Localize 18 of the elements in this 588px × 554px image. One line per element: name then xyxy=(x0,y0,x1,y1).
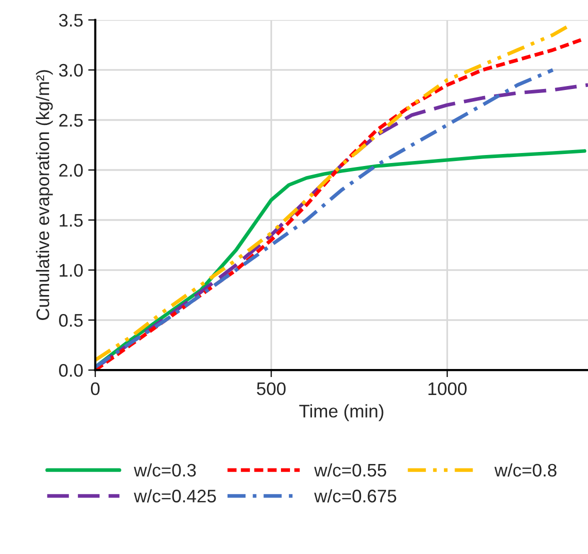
legend-label: w/c=0.3 xyxy=(134,463,196,477)
legend-label: w/c=0.8 xyxy=(494,463,556,477)
y-axis-title: Cumulative evaporation (kg/m²) xyxy=(36,70,53,320)
x-tick-label: 1000 xyxy=(428,382,467,396)
y-tick-label: 1.0 xyxy=(60,264,83,277)
x-tick-label: 500 xyxy=(256,382,286,396)
legend-label: w/c=0.675 xyxy=(314,489,396,502)
y-tick-label: 1.5 xyxy=(60,214,83,227)
y-tick-label: 0.0 xyxy=(59,364,83,377)
x-tick-label: 0 xyxy=(90,382,100,396)
legend-label: w/c=0.425 xyxy=(134,489,216,502)
legend-label: w/c=0.55 xyxy=(314,463,386,477)
x-axis-title: Time (min) xyxy=(299,404,384,422)
y-tick-label: 3.0 xyxy=(59,64,83,77)
y-tick-label: 2.0 xyxy=(59,164,83,177)
y-tick-label: 0.5 xyxy=(59,314,83,327)
y-tick-label: 2.5 xyxy=(59,114,83,127)
y-tick-label: 3.5 xyxy=(59,14,83,27)
